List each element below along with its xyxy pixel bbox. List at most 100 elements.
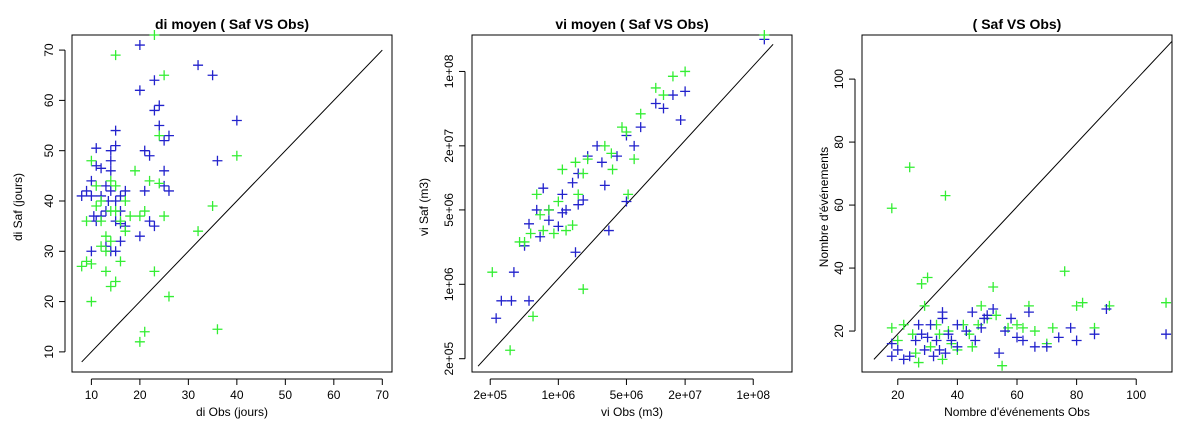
di-point — [100, 266, 111, 277]
events-point — [1161, 297, 1172, 308]
di-point — [110, 206, 121, 217]
panel-di-title: di moyen ( Saf VS Obs) — [155, 16, 309, 32]
di-point — [76, 190, 87, 201]
vi-x-tick-label: 2e+07 — [668, 388, 702, 402]
di-point — [115, 216, 126, 227]
events-reference-line — [873, 40, 1173, 360]
di-point — [125, 211, 136, 222]
di-point — [115, 236, 126, 247]
events-point — [886, 351, 897, 362]
vi-point — [524, 295, 535, 306]
di-point — [144, 150, 155, 161]
di-point — [130, 165, 141, 176]
vi-point — [561, 204, 572, 215]
panel-events-plot: 20 40 60 80 100 20 40 60 80 100 — [832, 34, 1173, 402]
events-point — [1071, 300, 1082, 311]
events-point — [916, 329, 927, 340]
events-x-tick-label: 40 — [951, 388, 965, 402]
di-point — [76, 261, 87, 272]
vi-point — [570, 247, 581, 258]
panel-di-plot: 10 20 30 40 50 60 70 10 20 30 40 50 60 70 — [42, 30, 393, 402]
events-point — [1006, 313, 1017, 324]
di-point — [139, 145, 150, 156]
events-point — [1000, 326, 1011, 337]
vi-x-tick-label: 1e+08 — [736, 388, 770, 402]
vi-point — [596, 157, 607, 168]
di-point — [91, 143, 102, 154]
events-point — [1047, 322, 1058, 333]
di-point — [110, 180, 121, 191]
di-point — [134, 40, 145, 51]
vi-x-tick-label: 5e+06 — [610, 388, 644, 402]
events-point — [937, 354, 948, 365]
vi-point — [548, 228, 559, 239]
events-point — [919, 300, 930, 311]
di-point — [91, 180, 102, 191]
events-point — [904, 351, 915, 362]
di-point — [212, 324, 223, 335]
panel-di-ylabel: di Saf (jours) — [11, 173, 25, 241]
di-point — [110, 195, 121, 206]
di-point — [139, 326, 150, 337]
events-point — [904, 162, 915, 173]
events-point — [1029, 341, 1040, 352]
di-point — [86, 155, 97, 166]
events-point — [1023, 307, 1034, 318]
di-point — [96, 163, 107, 174]
events-point — [976, 322, 987, 333]
di-point — [154, 130, 165, 141]
di-point — [163, 291, 174, 302]
di-point — [105, 165, 116, 176]
events-point — [1065, 322, 1076, 333]
vi-reference-line — [477, 43, 774, 367]
di-point — [149, 221, 160, 232]
vi-point — [519, 236, 530, 247]
di-series-1 — [76, 30, 242, 347]
di-point — [193, 60, 204, 71]
events-series-1 — [886, 304, 1172, 365]
di-point — [105, 155, 116, 166]
events-point — [982, 310, 993, 321]
vi-point — [553, 221, 564, 232]
events-point — [976, 300, 987, 311]
di-point — [159, 70, 170, 81]
vi-point — [680, 86, 691, 97]
events-point — [907, 329, 918, 340]
di-point — [96, 195, 107, 206]
events-point — [910, 348, 921, 359]
vi-y-tick-label: 5e+06 — [442, 193, 456, 227]
vi-point — [658, 103, 669, 114]
di-x-tick-label: 30 — [182, 388, 196, 402]
vi-point — [578, 194, 589, 205]
vi-y-tick-label: 2e+05 — [442, 342, 456, 376]
events-point — [886, 322, 897, 333]
panel-events-xlabel: Nombre d'événements Obs — [944, 405, 1090, 419]
events-point — [931, 335, 942, 346]
di-point — [231, 150, 242, 161]
di-point — [159, 135, 170, 146]
events-point — [1012, 332, 1022, 343]
di-point — [81, 185, 92, 196]
di-point — [105, 145, 116, 156]
vi-y-tick-label: 1e+08 — [442, 54, 456, 88]
di-point — [193, 226, 204, 237]
events-point — [1077, 297, 1088, 308]
panel-vi-plot: 2e+05 1e+06 5e+06 2e+07 1e+08 2e+05 1e+06 5e+06… — [442, 30, 793, 402]
vi-point — [553, 196, 564, 207]
di-point — [86, 258, 97, 269]
di-point — [139, 206, 150, 217]
di-point — [100, 246, 111, 257]
vi-point — [570, 157, 581, 168]
events-x-tick-label: 80 — [1070, 388, 1084, 402]
events-point — [898, 354, 909, 365]
vi-point — [496, 295, 507, 306]
events-point — [910, 335, 921, 346]
vi-point — [667, 71, 678, 82]
events-y-tick-label: 40 — [832, 261, 846, 275]
vi-point — [573, 189, 584, 200]
di-point — [100, 180, 111, 191]
di-point — [120, 226, 131, 237]
vi-point — [525, 228, 536, 239]
di-point — [159, 180, 170, 191]
di-point — [134, 231, 145, 242]
